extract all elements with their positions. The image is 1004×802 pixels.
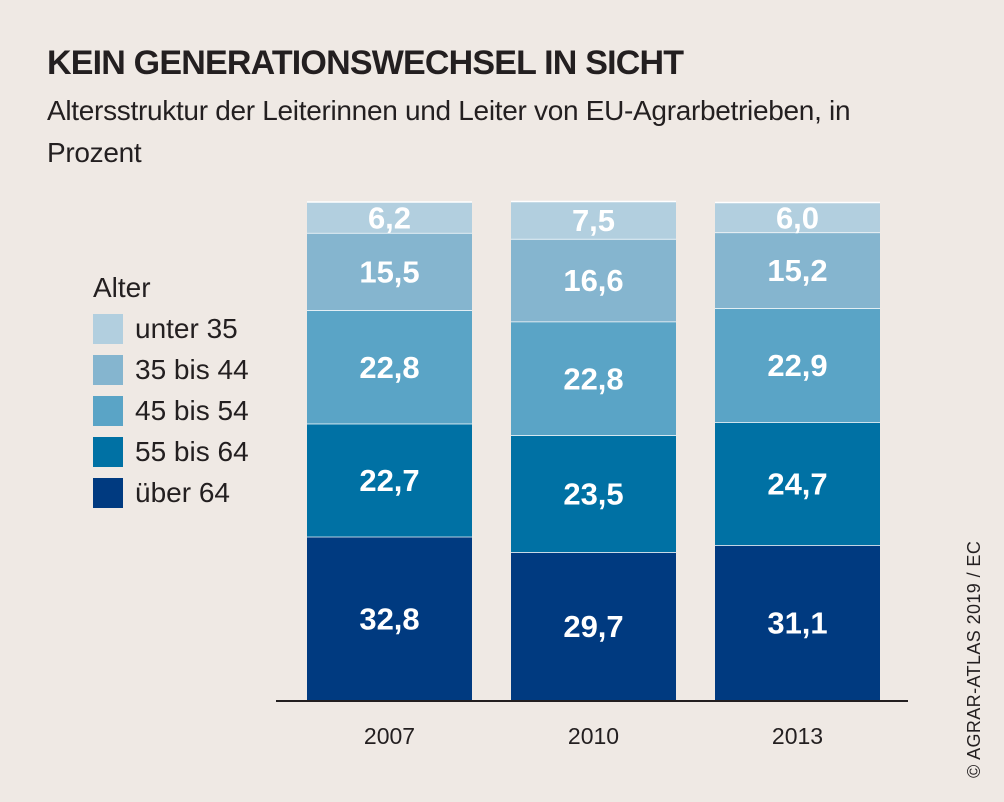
legend-label: über 64 — [135, 476, 230, 508]
data-label: 7,5 — [572, 203, 615, 238]
legend-swatch-35-bis-44 — [93, 354, 123, 385]
legend-item-35-bis-44: 35 bis 44 — [93, 349, 249, 390]
x-tick-label: 2010 — [568, 723, 619, 749]
data-label: 31,1 — [767, 606, 827, 641]
bar-segment-45-bis-54-2010 — [511, 321, 676, 436]
data-label: 22,8 — [359, 350, 419, 385]
bar-segment-35-bis-44-2010 — [511, 238, 676, 322]
data-label: 6,0 — [776, 200, 819, 235]
x-tick-label: 2007 — [364, 723, 415, 749]
bar-segment-unter-35-2007 — [307, 202, 472, 233]
legend-item-unter-35: unter 35 — [93, 308, 249, 349]
x-tick-label: 2013 — [772, 723, 823, 749]
legend-label: 35 bis 44 — [135, 353, 249, 385]
data-label: 16,6 — [563, 263, 623, 298]
legend-label: 45 bis 54 — [135, 394, 249, 426]
data-label: 22,8 — [563, 361, 623, 396]
data-label: 15,2 — [767, 253, 827, 288]
bar-segment-ueber-64-2013 — [715, 545, 880, 700]
data-label: 15,5 — [359, 254, 419, 289]
legend-swatch-ueber-64 — [93, 477, 123, 508]
data-label: 22,9 — [767, 348, 827, 383]
bar-segment-55-bis-64-2007 — [307, 423, 472, 537]
legend-item-45-bis-54: 45 bis 54 — [93, 390, 249, 431]
legend: Alter unter 35 35 bis 44 45 bis 54 55 bi… — [93, 270, 249, 513]
chart-subtitle: Altersstruktur der Leiterinnen und Leite… — [47, 95, 851, 168]
data-label: 6,2 — [368, 200, 411, 235]
legend-swatch-55-bis-64 — [93, 436, 123, 467]
bar-segment-35-bis-44-2007 — [307, 232, 472, 311]
legend-label: 55 bis 64 — [135, 435, 249, 467]
credit-text: © AGRAR-ATLAS 2019 / EC — [964, 540, 984, 778]
legend-item-55-bis-64: 55 bis 64 — [93, 431, 249, 472]
bar-segment-unter-35-2013 — [715, 202, 880, 233]
bar-segment-55-bis-64-2010 — [511, 435, 676, 553]
legend-item-ueber-64: über 64 — [93, 472, 249, 513]
bar-segment-ueber-64-2007 — [307, 536, 472, 700]
data-label: 32,8 — [359, 601, 419, 636]
data-label: 24,7 — [767, 467, 827, 502]
legend-swatch-45-bis-54 — [93, 395, 123, 426]
bar-segment-35-bis-44-2013 — [715, 232, 880, 309]
legend-title: Alter — [93, 272, 151, 303]
bar-segment-ueber-64-2010 — [511, 552, 676, 700]
bar-segment-45-bis-54-2007 — [307, 310, 472, 424]
bar-segment-unter-35-2010 — [511, 201, 676, 239]
chart-title: KEIN GENERATIONSWECHSEL IN SICHT — [47, 44, 684, 82]
data-label: 29,7 — [563, 609, 623, 644]
bar-segment-55-bis-64-2013 — [715, 422, 880, 546]
legend-label: unter 35 — [135, 312, 238, 344]
data-label: 23,5 — [563, 477, 623, 512]
legend-swatch-unter-35 — [93, 313, 123, 344]
data-label: 22,7 — [359, 463, 419, 498]
bar-segment-45-bis-54-2013 — [715, 308, 880, 423]
